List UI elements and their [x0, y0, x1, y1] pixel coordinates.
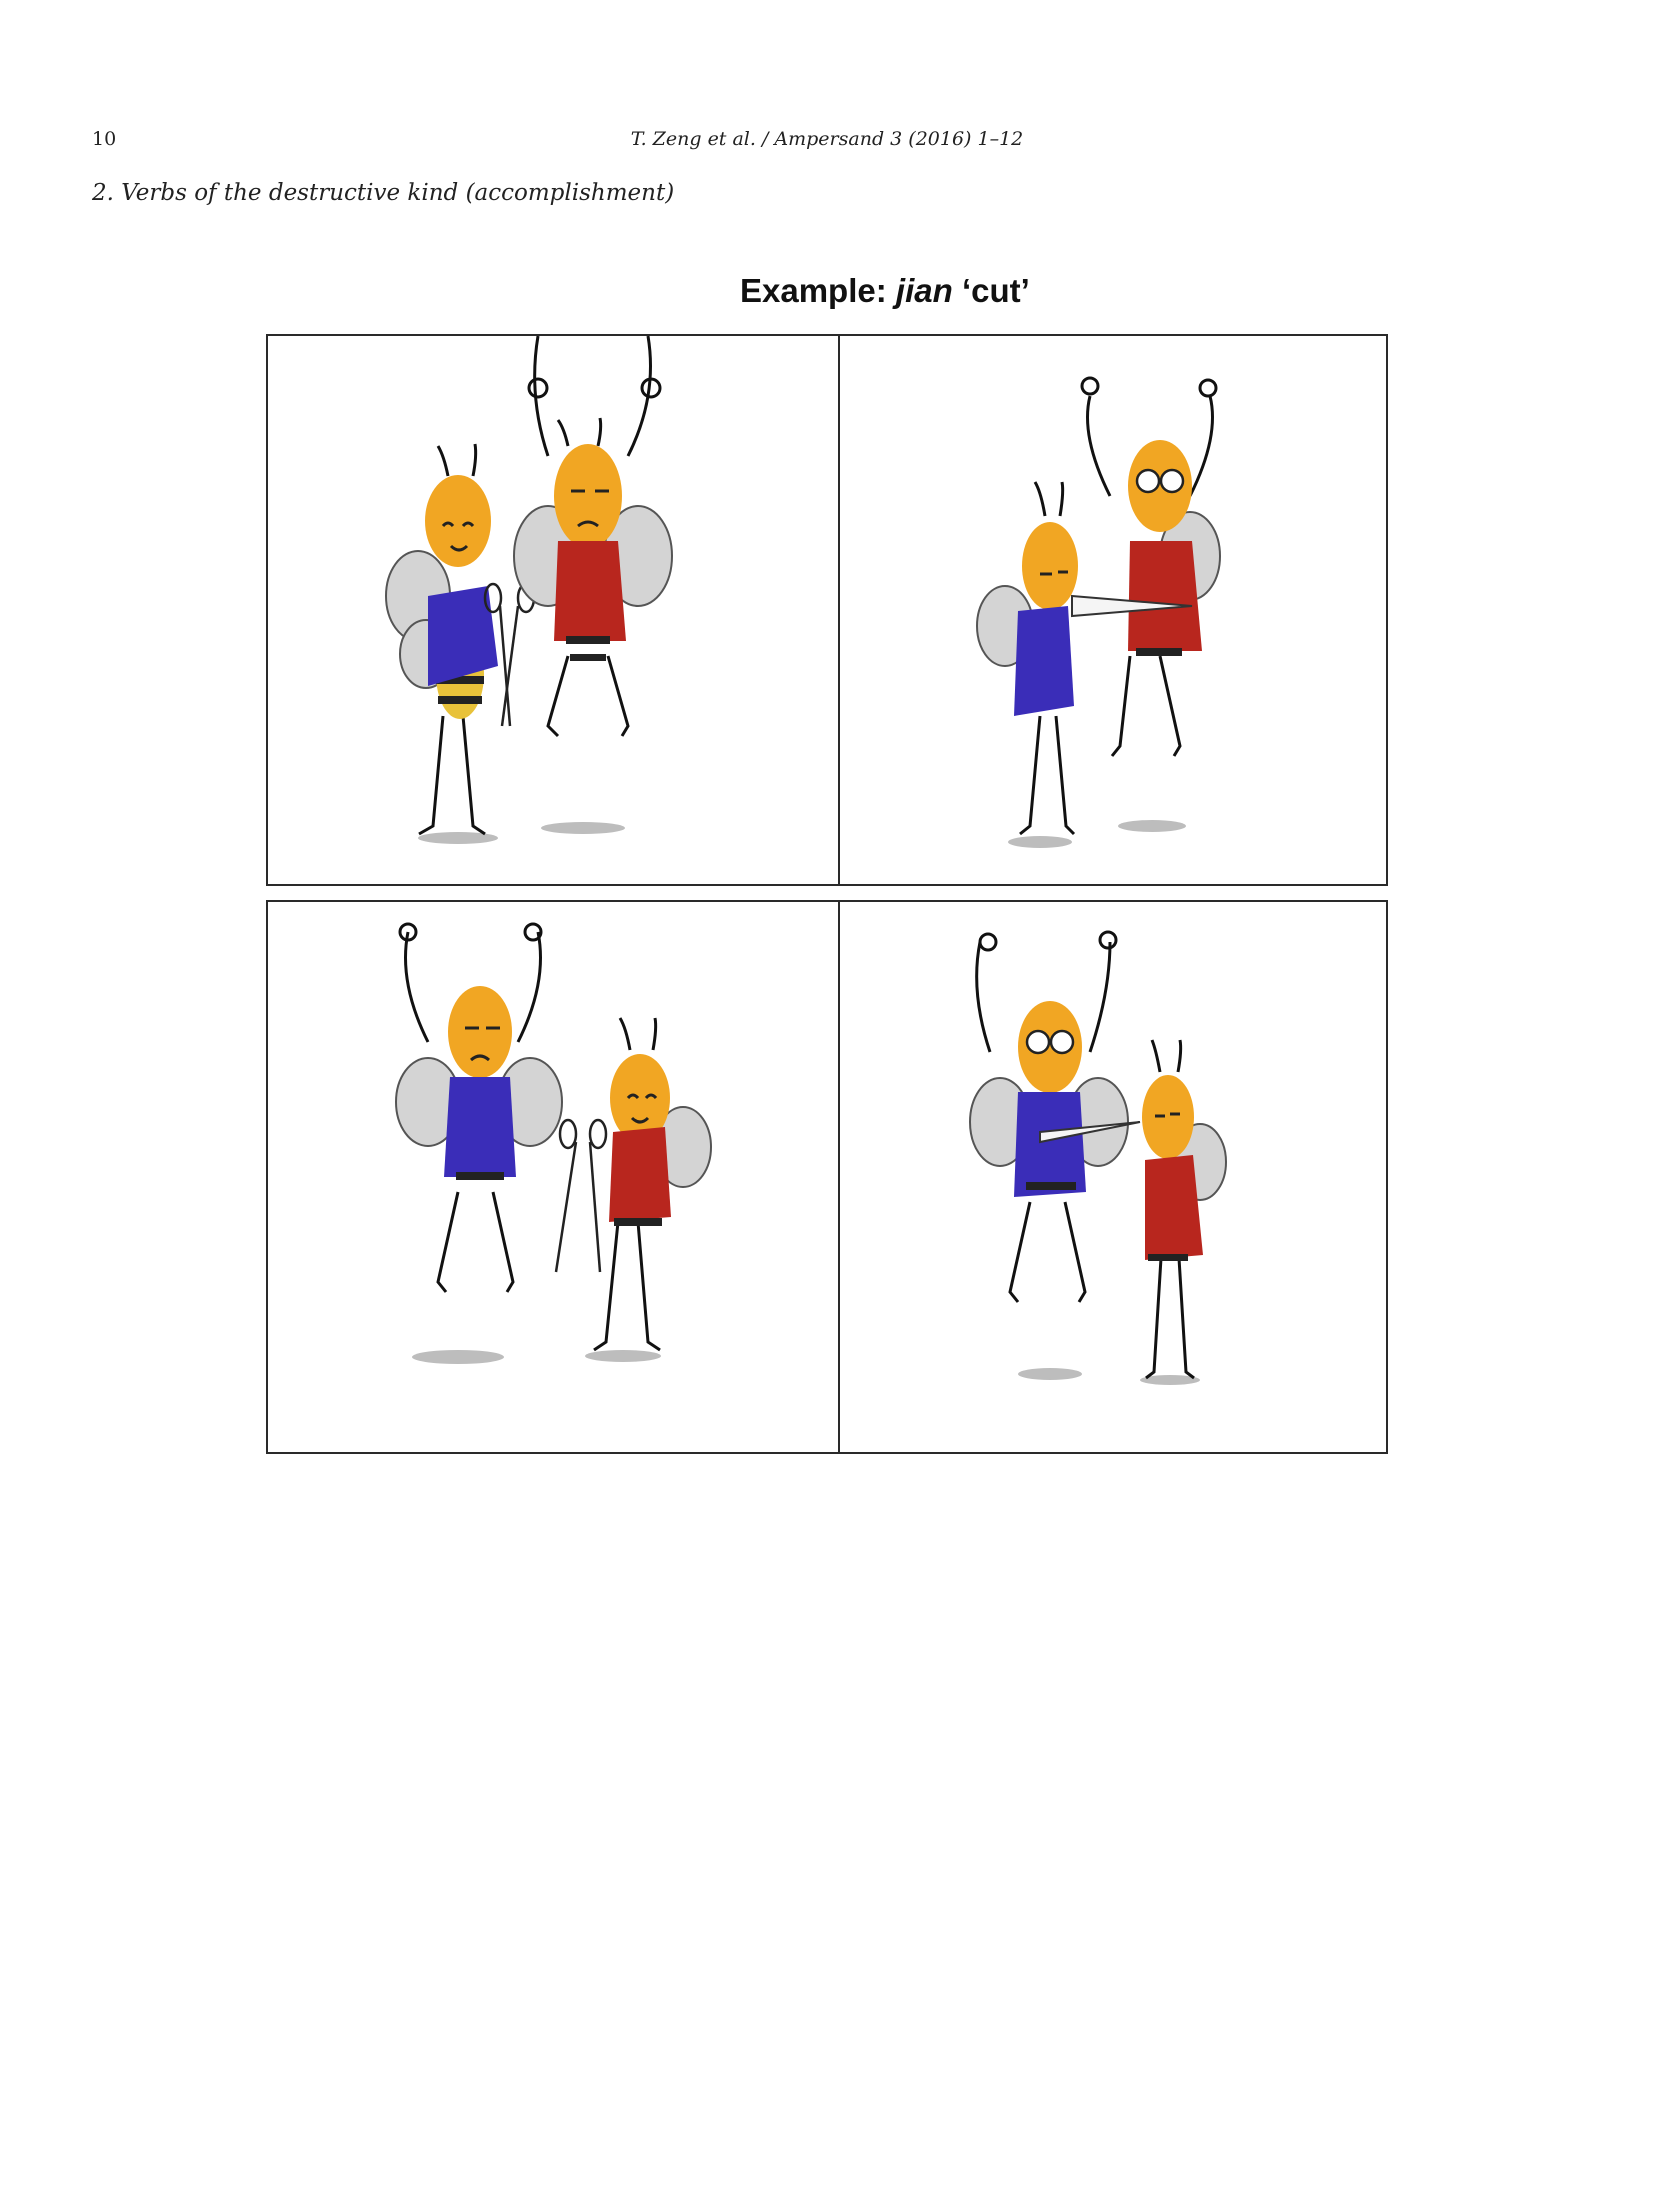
running-head: T. Zeng et al. / Ampersand 3 (2016) 1–12: [630, 128, 1024, 150]
figure-panel-2: [838, 334, 1388, 886]
figure-title-word: jian: [895, 272, 953, 309]
page-number: 10: [92, 128, 117, 150]
figure-title: Example: jian ‘cut’: [740, 272, 1030, 310]
bee-illustration-1: [385, 336, 673, 844]
bee-illustration-4: [969, 930, 1227, 1385]
figure-title-gloss: ‘cut’: [961, 272, 1030, 309]
figure-title-prefix: Example:: [740, 272, 887, 309]
figure-panel-3: [266, 900, 840, 1454]
figure-panel-1: [266, 334, 840, 886]
bee-illustration-2: [976, 376, 1221, 848]
figure-panel-4: [838, 900, 1388, 1454]
bee-illustration-3: [395, 922, 712, 1364]
section-heading: 2. Verbs of the destructive kind (accomp…: [92, 180, 675, 206]
